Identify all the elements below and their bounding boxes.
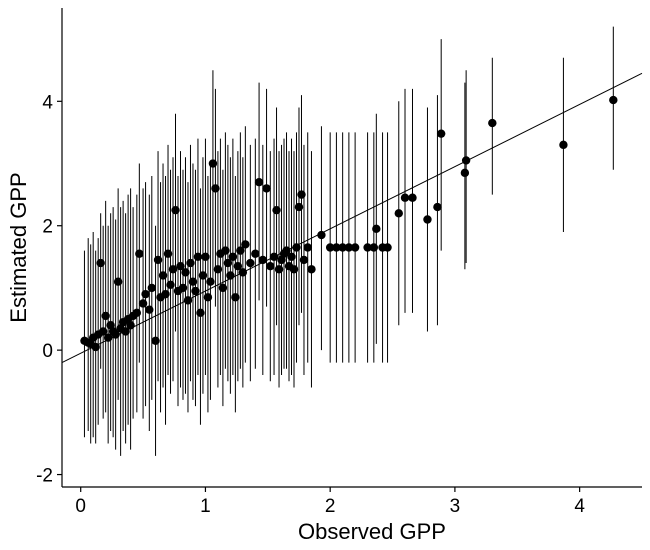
data-point xyxy=(203,293,213,302)
data-point xyxy=(221,246,230,255)
data-point xyxy=(292,243,301,252)
x-tick-label: 4 xyxy=(574,496,585,517)
data-point xyxy=(488,118,497,128)
data-point xyxy=(303,243,312,252)
data-point xyxy=(317,230,326,240)
data-point xyxy=(213,265,223,274)
data-point xyxy=(436,129,446,138)
data-point xyxy=(350,243,360,252)
data-point xyxy=(332,243,341,252)
data-point xyxy=(423,215,432,224)
data-point xyxy=(307,265,316,274)
data-point xyxy=(132,308,142,318)
data-point xyxy=(231,293,240,302)
data-point xyxy=(233,261,243,271)
data-point xyxy=(96,258,105,268)
data-point xyxy=(559,140,568,150)
y-tick-label: -2 xyxy=(36,466,53,487)
data-point xyxy=(294,202,304,212)
data-point xyxy=(147,283,157,293)
x-tick-label: 1 xyxy=(200,496,211,517)
data-point xyxy=(101,311,110,321)
data-point xyxy=(372,224,381,234)
data-point xyxy=(191,286,200,296)
y-tick-label: 0 xyxy=(42,341,53,362)
data-point xyxy=(400,193,410,202)
data-point xyxy=(163,249,173,258)
x-tick-label: 0 xyxy=(75,496,86,517)
data-point xyxy=(394,209,403,218)
data-point xyxy=(383,243,392,252)
data-point xyxy=(266,261,275,271)
data-point xyxy=(158,271,168,280)
data-point xyxy=(193,252,203,262)
data-point xyxy=(433,202,442,212)
data-point xyxy=(196,308,205,318)
data-point xyxy=(138,299,148,308)
data-point xyxy=(171,205,180,215)
data-point xyxy=(113,277,123,286)
data-point xyxy=(183,296,193,305)
data-point xyxy=(218,283,228,293)
data-point xyxy=(363,243,372,252)
x-tick-label: 3 xyxy=(450,496,461,517)
data-point xyxy=(141,289,150,299)
data-point xyxy=(289,265,299,274)
x-axis-title: Observed GPP xyxy=(298,519,446,544)
data-point xyxy=(408,193,417,202)
data-point xyxy=(223,258,233,268)
data-point xyxy=(369,243,379,252)
data-point xyxy=(98,327,108,336)
data-point xyxy=(258,255,268,265)
data-point xyxy=(103,333,113,342)
data-points xyxy=(80,95,618,352)
data-point xyxy=(228,252,238,262)
x-tick-label: 2 xyxy=(325,496,336,517)
data-point xyxy=(241,240,250,249)
data-point xyxy=(287,252,296,262)
data-point xyxy=(176,261,185,271)
data-point xyxy=(461,156,471,165)
data-point xyxy=(198,271,208,280)
data-point xyxy=(208,159,218,168)
data-point xyxy=(609,95,618,105)
data-point xyxy=(262,184,271,193)
data-point xyxy=(153,255,163,265)
data-point xyxy=(299,255,309,265)
data-point xyxy=(236,246,245,255)
data-point xyxy=(201,252,210,262)
data-point xyxy=(338,243,347,252)
data-point xyxy=(168,265,178,274)
data-point xyxy=(135,249,144,258)
reference-line-group xyxy=(61,72,643,364)
data-point xyxy=(181,268,190,277)
y-tick-label: 2 xyxy=(42,217,53,238)
data-point xyxy=(272,205,281,215)
data-point xyxy=(460,168,470,178)
data-point xyxy=(211,184,220,193)
data-point xyxy=(188,277,198,286)
data-point xyxy=(246,258,255,268)
data-point xyxy=(186,258,195,268)
data-point xyxy=(145,305,154,314)
reference-line xyxy=(61,72,643,364)
data-point xyxy=(251,249,260,258)
data-point xyxy=(206,277,215,286)
data-point xyxy=(161,289,170,299)
data-point xyxy=(151,336,160,346)
y-tick-label: 4 xyxy=(42,92,53,113)
y-axis-title: Estimated GPP xyxy=(6,172,31,322)
data-point xyxy=(274,265,284,274)
tick-labels: 0 1 2 3 4 -2 0 2 4 xyxy=(36,92,585,517)
data-point xyxy=(325,243,335,252)
data-point xyxy=(344,243,354,252)
data-point xyxy=(166,280,175,290)
error-bars xyxy=(83,26,614,456)
data-point xyxy=(297,190,306,199)
data-point xyxy=(178,283,188,293)
data-point xyxy=(254,177,264,187)
axes xyxy=(57,8,642,492)
